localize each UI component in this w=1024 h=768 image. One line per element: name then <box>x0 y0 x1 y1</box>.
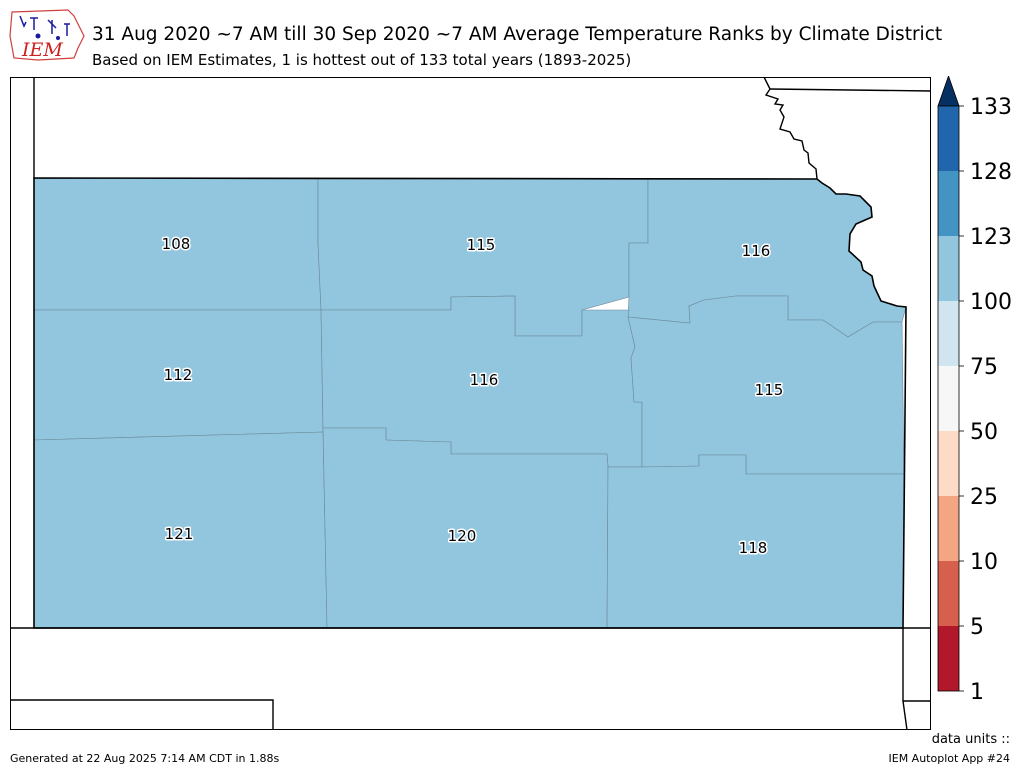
colorbar-tick-label: 25 <box>970 485 998 510</box>
colorbar-segment <box>938 561 959 626</box>
rank-label-west-central: 112 <box>164 366 193 384</box>
colorbar-segment <box>938 301 959 366</box>
rank-label-northeast: 116 <box>742 242 771 260</box>
colorbar-segment <box>938 431 959 496</box>
climate-district-map: 108 115 116 112 116 115 121 120 118 <box>10 77 931 730</box>
app-credit: IEM Autoplot App #24 <box>888 752 1011 765</box>
colorbar-tick-label: 10 <box>970 550 998 575</box>
generated-timestamp: Generated at 22 Aug 2025 7:14 AM CDT in … <box>10 752 280 765</box>
colorbar-tick-label: 1 <box>970 680 984 705</box>
colorbar-segments <box>938 106 959 691</box>
state-borders <box>10 77 931 730</box>
rank-label-southwest: 121 <box>165 525 194 543</box>
colorbar-extend-arrow <box>937 76 960 107</box>
colorbar: 1 5 10 25 50 75 100 123 128 133 <box>937 76 1012 705</box>
rank-label-southeast: 118 <box>739 539 768 557</box>
kansas-border <box>33 177 907 629</box>
rank-label-south-central: 120 <box>448 527 477 545</box>
colorbar-segment <box>938 171 959 236</box>
colorbar-segment <box>938 626 959 691</box>
colorbar-segment <box>938 366 959 431</box>
map-subtitle: Based on IEM Estimates, 1 is hottest out… <box>92 51 632 69</box>
colorbar-tick-label: 5 <box>970 615 984 640</box>
colorbar-segment <box>938 496 959 561</box>
rank-label-central: 116 <box>470 371 499 389</box>
rank-label-north-central: 115 <box>467 236 496 254</box>
colorbar-tick-label: 75 <box>970 355 998 380</box>
iem-logo: IEM <box>9 9 85 61</box>
district-east-central <box>627 295 905 475</box>
rank-label-east-central: 115 <box>755 381 784 399</box>
rank-label-northwest: 108 <box>162 235 191 253</box>
logo-text: IEM <box>21 39 63 61</box>
colorbar-labels: 1 5 10 25 50 75 100 123 128 133 <box>959 95 1012 705</box>
colorbar-tick-label: 133 <box>970 95 1012 120</box>
map-title: 31 Aug 2020 ~7 AM till 30 Sep 2020 ~7 AM… <box>92 24 943 45</box>
colorbar-segment <box>938 236 959 301</box>
colorbar-tick-label: 100 <box>970 290 1012 315</box>
data-units-label: data units :: <box>931 732 1010 747</box>
district-polygons <box>33 177 907 629</box>
colorbar-segment <box>938 106 959 171</box>
colorbar-tick-label: 50 <box>970 420 998 445</box>
colorbar-tick-label: 128 <box>970 160 1012 185</box>
colorbar-tick-label: 123 <box>970 225 1012 250</box>
